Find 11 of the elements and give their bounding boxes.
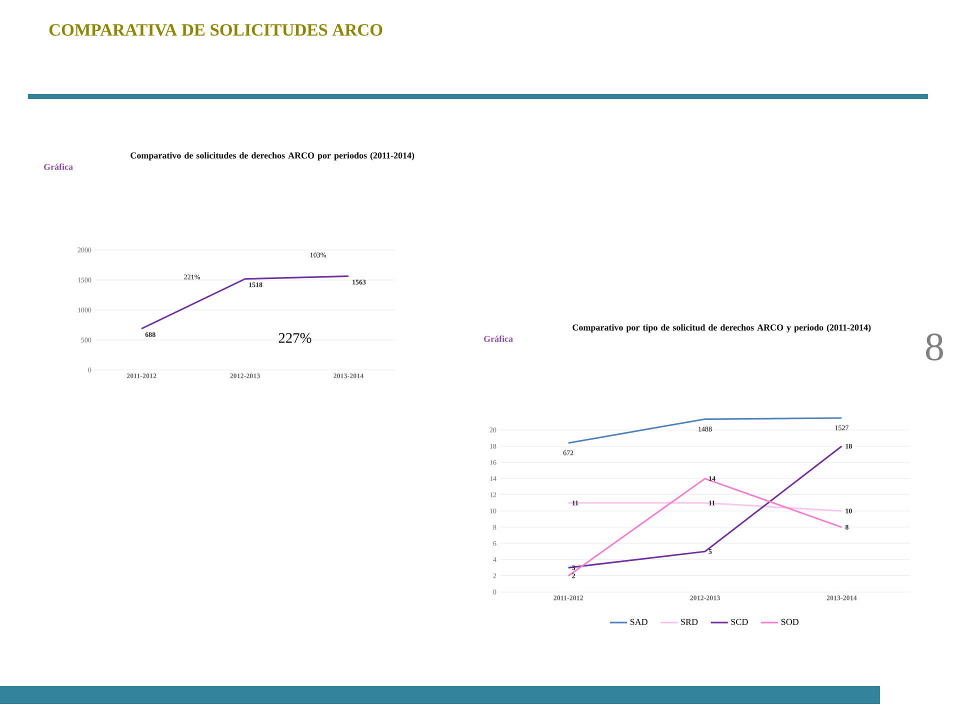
text: COMPARATIVA DE SOLICITUDES ARCO bbox=[49, 24, 382, 36]
chart-title: Comparativo por tipo de solicitud de derechos ARCO y periodo (2011-2014) bbox=[572, 324, 871, 332]
chart-title: Comparativo de solicitudes de derechos ARCO por periodos (2011-2014) bbox=[130, 152, 414, 160]
legend-label: SAD bbox=[630, 618, 648, 625]
annotation: 227% bbox=[278, 333, 312, 343]
legend-label: SRD bbox=[681, 618, 698, 625]
chart-subtitle: Gráfica bbox=[44, 164, 73, 170]
chart-subtitle: Gráfica bbox=[484, 336, 513, 342]
legend-label: SOD bbox=[781, 618, 799, 625]
legend-label: SCD bbox=[731, 618, 748, 625]
text: 8 bbox=[926, 334, 943, 360]
